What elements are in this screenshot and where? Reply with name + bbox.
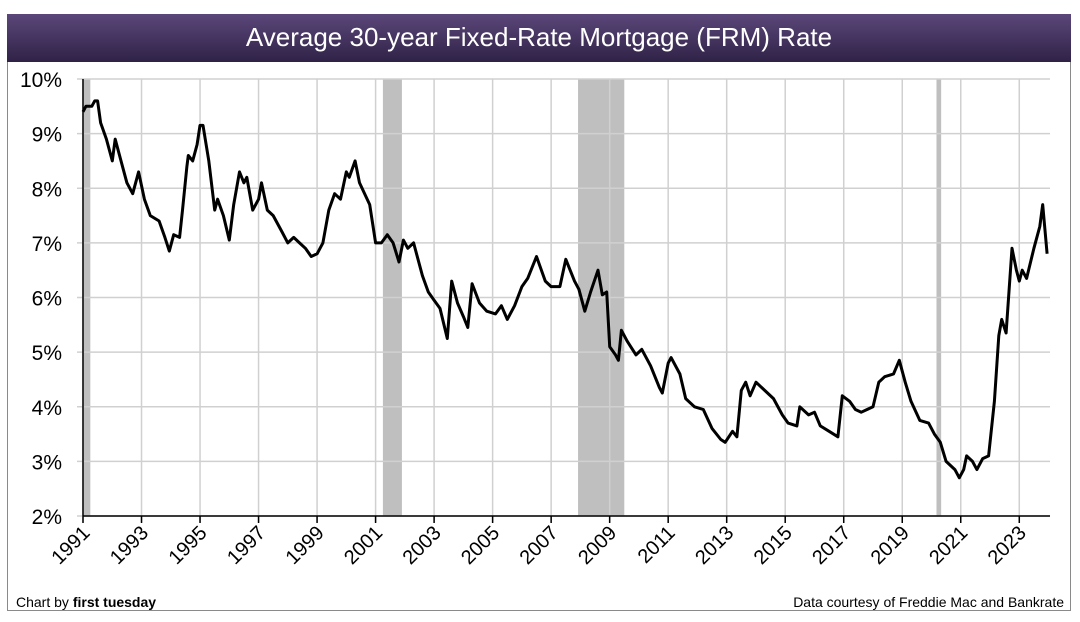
x-tick-label: 2011: [634, 522, 680, 568]
x-tick-label: 1991: [48, 522, 95, 569]
y-tick-label: 6%: [32, 288, 62, 311]
y-tick-label: 7%: [32, 233, 62, 256]
credit-prefix: Chart by: [16, 594, 73, 610]
x-tick-label: 2023: [984, 522, 1031, 569]
y-tick-label: 5%: [32, 342, 62, 365]
y-tick-label: 10%: [20, 69, 62, 92]
x-tick-label: 1997: [223, 522, 270, 569]
x-tick-label: 2003: [399, 522, 446, 569]
x-tick-label: 2021: [925, 522, 972, 569]
chart-credit: Chart by first tuesday: [16, 594, 156, 610]
x-tick-label: 2015: [750, 522, 797, 569]
x-tick-label: 2009: [574, 522, 621, 569]
y-tick-label: 2%: [32, 506, 62, 529]
chart-title: Average 30-year Fixed-Rate Mortgage (FRM…: [7, 14, 1071, 62]
x-tick-label: 2017: [808, 522, 855, 569]
x-tick-label: 1999: [282, 522, 329, 569]
y-tick-label: 8%: [32, 178, 62, 201]
x-tick-label: 2001: [340, 522, 387, 569]
x-tick-label: 2019: [867, 522, 914, 569]
credit-brand: first tuesday: [72, 594, 157, 610]
y-tick-label: 4%: [32, 397, 62, 420]
x-tick-label: 2005: [457, 522, 504, 569]
y-tick-label: 3%: [32, 451, 62, 474]
x-tick-label: 2013: [691, 522, 738, 569]
x-tick-label: 1995: [165, 522, 212, 569]
x-tick-label: 2007: [516, 522, 563, 569]
rate-series-line: [81, 99, 1049, 480]
y-tick-label: 9%: [32, 124, 62, 147]
x-tick-label: 1993: [106, 522, 153, 569]
data-source: Data courtesy of Freddie Mac and Bankrat…: [793, 594, 1064, 610]
